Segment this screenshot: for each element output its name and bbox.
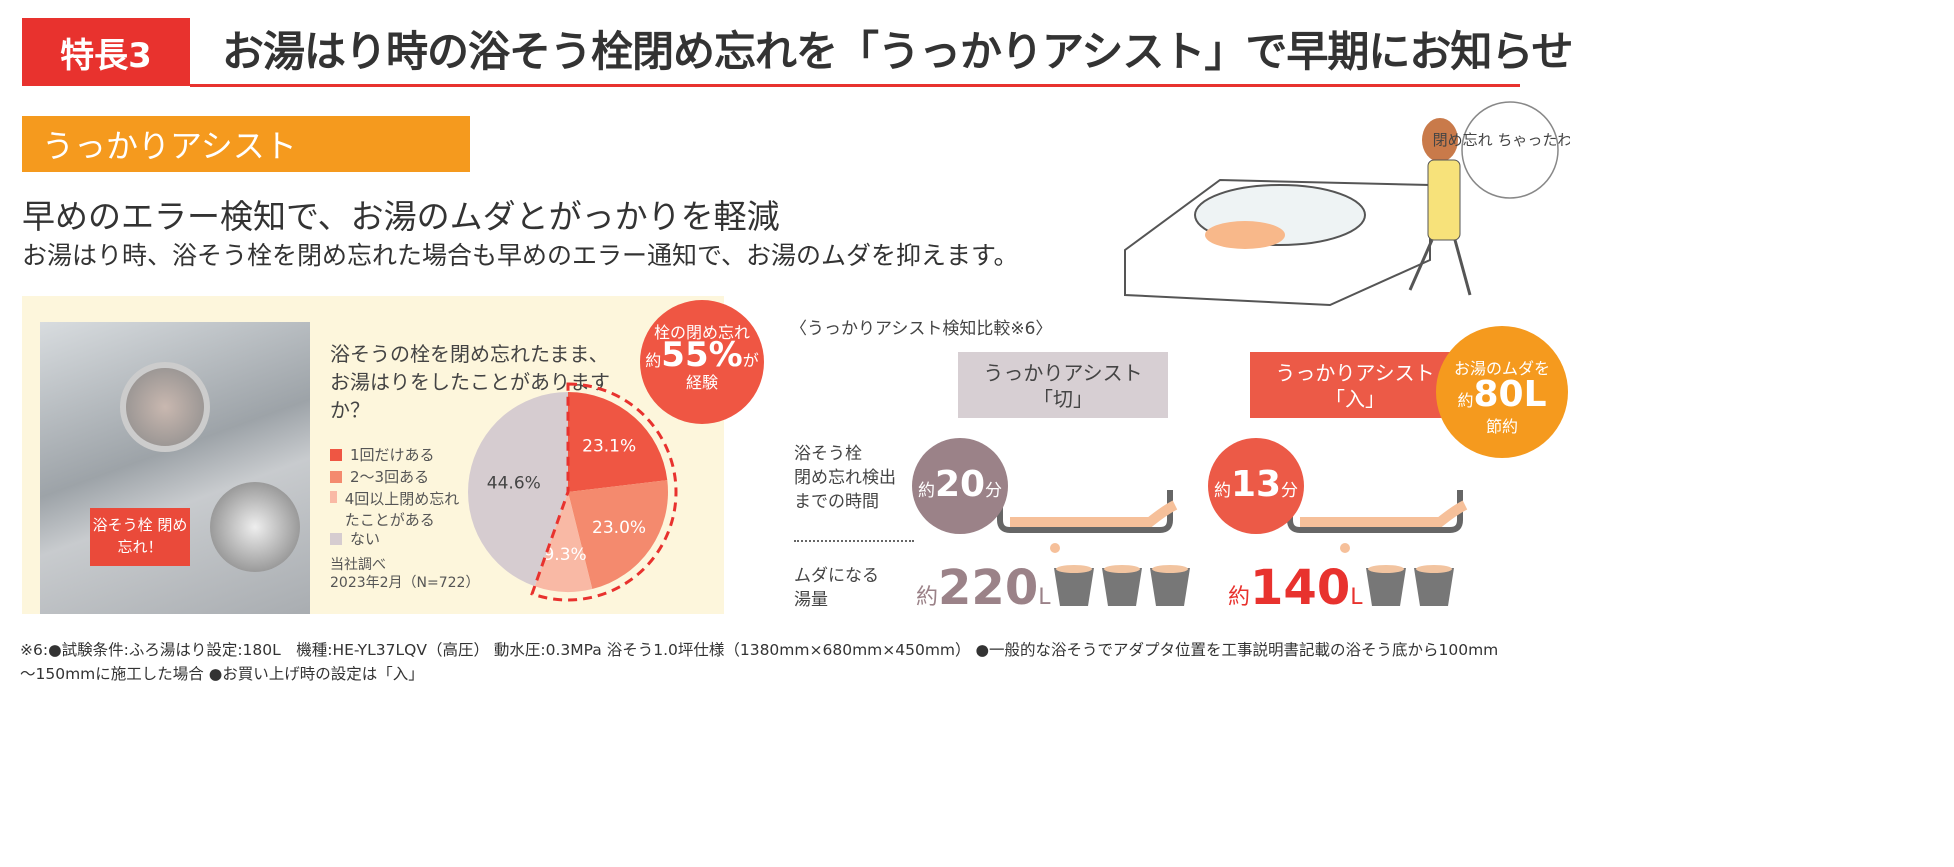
legend-item: 4回以上閉め忘れたことがある <box>330 488 460 530</box>
legend-swatch <box>330 448 342 461</box>
pie-slice <box>568 480 668 590</box>
bucket-icons-on <box>1366 565 1454 606</box>
pie-label: 23.1% <box>582 437 636 457</box>
pie-label: 9.3% <box>543 545 586 565</box>
legend-swatch <box>330 532 342 545</box>
feature-badge: 特長3 <box>22 18 190 86</box>
saving-badge: お湯のムダを 約80L 節約 <box>1436 326 1568 458</box>
on-time-circle: 約13分 <box>1208 438 1304 534</box>
drain-icon <box>210 482 300 572</box>
assist-off-label: うっかりアシスト 「切」 <box>958 352 1168 418</box>
experience-badge: 栓の閉め忘れ 約55%が 経験 <box>640 300 764 424</box>
survey-question: 浴そうの栓を閉め忘れたまま、お湯はりをしたことがありますか？ <box>330 342 610 422</box>
section-label: うっかりアシスト <box>22 116 470 172</box>
legend-swatch <box>330 470 342 483</box>
legend-swatch <box>330 491 337 503</box>
description: お湯はり時、浴そう栓を閉め忘れた場合も早めのエラー通知で、お湯のムダを抑えます。 <box>22 241 1019 270</box>
title-underline <box>190 84 1520 87</box>
experienced-outline <box>530 382 678 602</box>
pie-slice <box>534 492 593 592</box>
pie-slice <box>468 392 568 587</box>
page-title: お湯はり時の浴そう栓閉め忘れを「うっかりアシスト」で早期にお知らせ <box>222 27 1573 76</box>
footnote: ※6:●試験条件:ふろ湯はり設定:180L 機種:HE-YL37LQV（高圧） … <box>20 641 1499 683</box>
assist-on-label: うっかりアシスト 「入」 <box>1250 352 1460 418</box>
pie-label: 23.0% <box>592 518 646 538</box>
survey-source: 当社調べ 2023年2月（N=722） <box>330 557 480 591</box>
pie-chart: 23.1% 23.0% 9.3% 44.6% <box>468 382 678 602</box>
row-label-time: 浴そう栓 閉め忘れ検出 までの時間 <box>794 444 896 512</box>
speech-text: 閉め忘れ ちゃったわ！ <box>1433 131 1570 149</box>
bucket-icons-off <box>1054 565 1190 606</box>
legend-item: ない <box>330 528 380 549</box>
drain-photo <box>40 322 310 614</box>
pie-label: 44.6% <box>487 474 541 494</box>
comparison-title: 〈うっかりアシスト検知比較※6〉 <box>790 319 1053 339</box>
on-amount: 約140L <box>1228 560 1363 616</box>
legend-item: 1回だけある <box>330 444 435 465</box>
pie-slice <box>568 392 668 492</box>
row-label-waste: ムダになる 湯量 <box>794 566 879 610</box>
headline: 早めのエラー検知で、お湯のムダとがっかりを軽減 <box>22 197 780 236</box>
tub-diagrams <box>997 490 1468 553</box>
off-amount: 約220L <box>916 560 1051 616</box>
faucet-icon <box>120 362 210 452</box>
off-time-circle: 約20分 <box>912 438 1008 534</box>
legend-item: 2〜3回ある <box>330 466 429 487</box>
divider <box>794 540 914 542</box>
photo-tag: 浴そう栓 閉め忘れ！ <box>90 508 190 566</box>
bathtub-woman-illustration: 閉め忘れ ちゃったわ！ <box>1124 101 1570 307</box>
